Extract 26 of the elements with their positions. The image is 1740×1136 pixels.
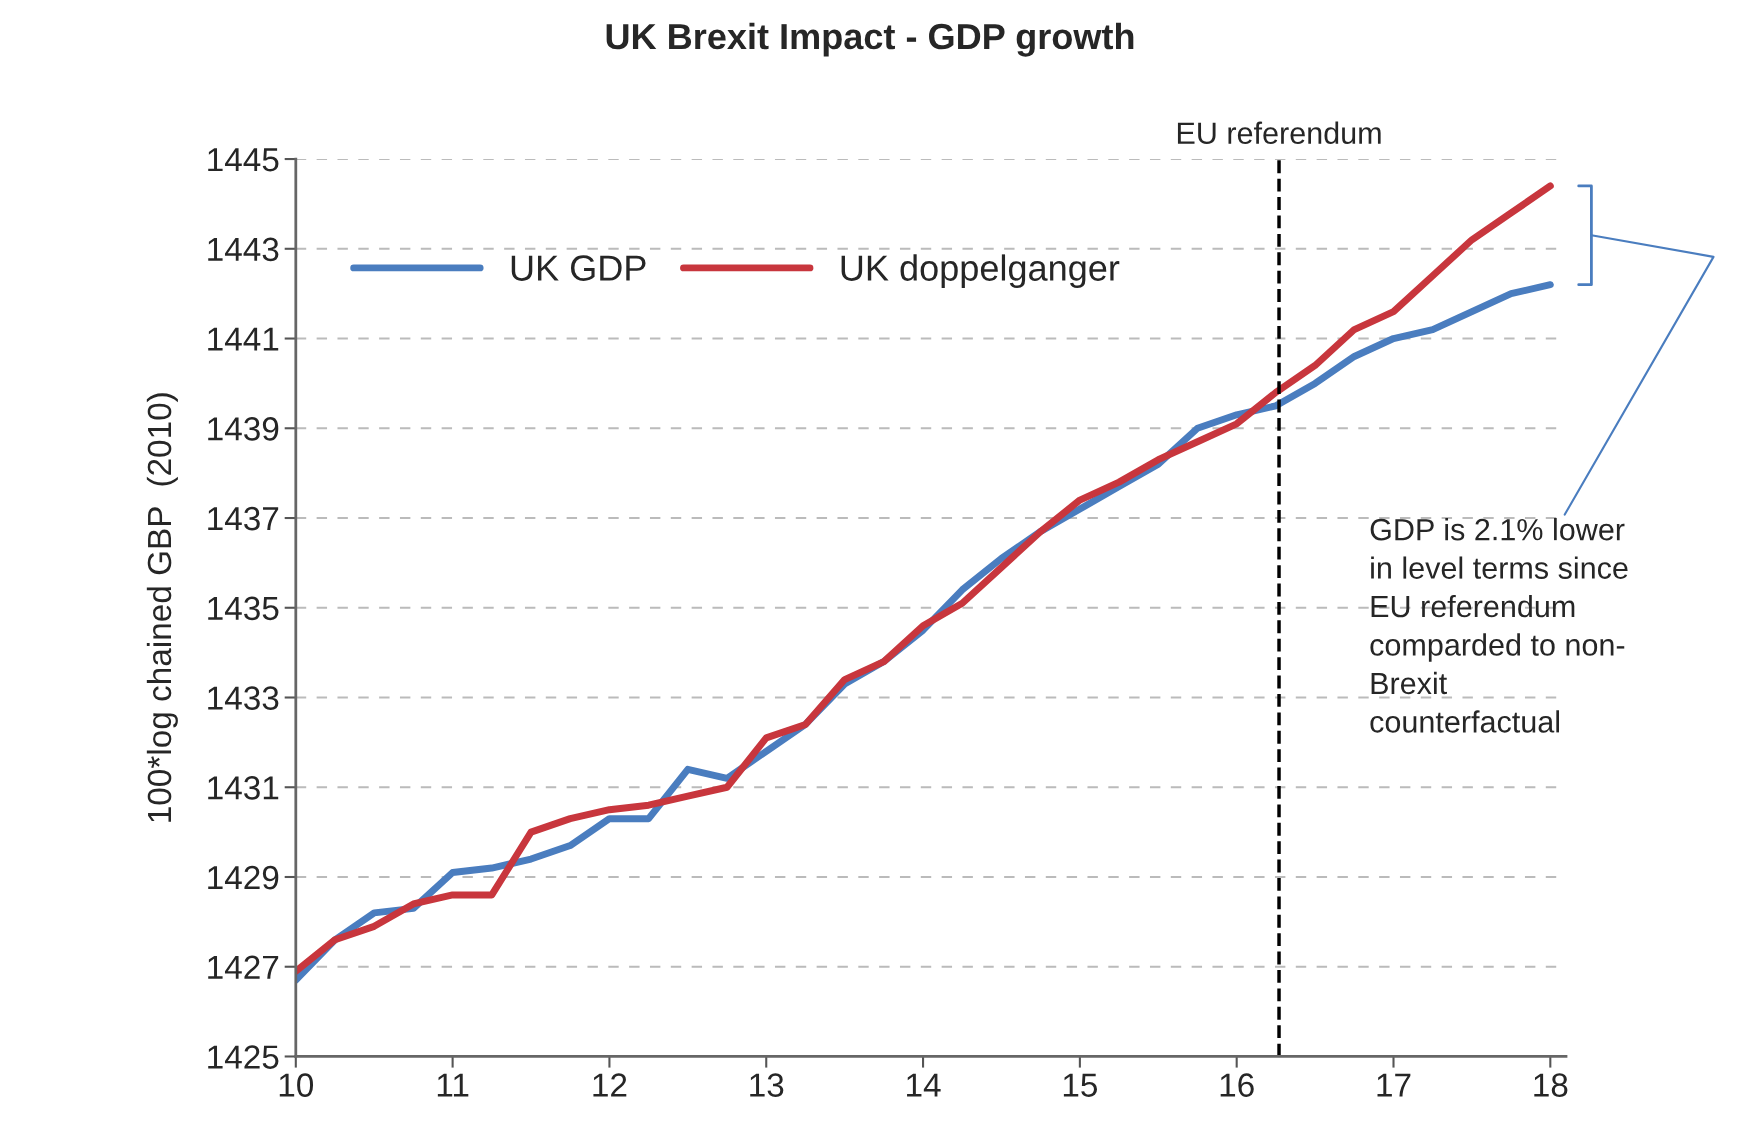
y-tick-label: 1437 [208, 506, 279, 531]
y-tick-label: 1431 [208, 776, 279, 800]
legend-label: UK GDP [511, 255, 646, 281]
x-tick-label: 10 [279, 1073, 314, 1097]
y-tick-label: 1439 [208, 417, 279, 441]
x-tick-label: 16 [1220, 1073, 1254, 1097]
ref-line-label: EU referendum [1177, 121, 1381, 145]
y-tick-label: 1427 [208, 955, 279, 979]
x-tick-label: 13 [750, 1073, 784, 1097]
x-tick-label: 17 [1377, 1073, 1411, 1097]
y-tick-label: 1433 [208, 686, 279, 710]
chart-title: UK Brexit Impact - GDP growth [606, 22, 1134, 57]
y-tick-label: 1425 [208, 1045, 279, 1069]
y-tick-label: 1445 [208, 148, 279, 172]
y-tick-label: 1441 [208, 327, 279, 351]
annotation: GDP is 2.1% lower in level terms since EU referendum comparded to non- Brexit counterfactual [1370, 518, 1628, 733]
y-tick-label: 1429 [208, 865, 279, 890]
legend-label: UK doppelganger [841, 254, 1120, 289]
y-axis-title: 100*log chained GBP (2010) [146, 393, 178, 822]
x-tick-label: 12 [593, 1073, 627, 1097]
x-tick-label: 11 [437, 1073, 469, 1097]
x-tick-label: 15 [1063, 1073, 1098, 1097]
y-tick-label: 1435 [208, 596, 279, 621]
x-tick-label: 18 [1534, 1073, 1568, 1097]
x-tick-label: 14 [907, 1073, 941, 1097]
y-tick-label: 1443 [208, 237, 279, 262]
